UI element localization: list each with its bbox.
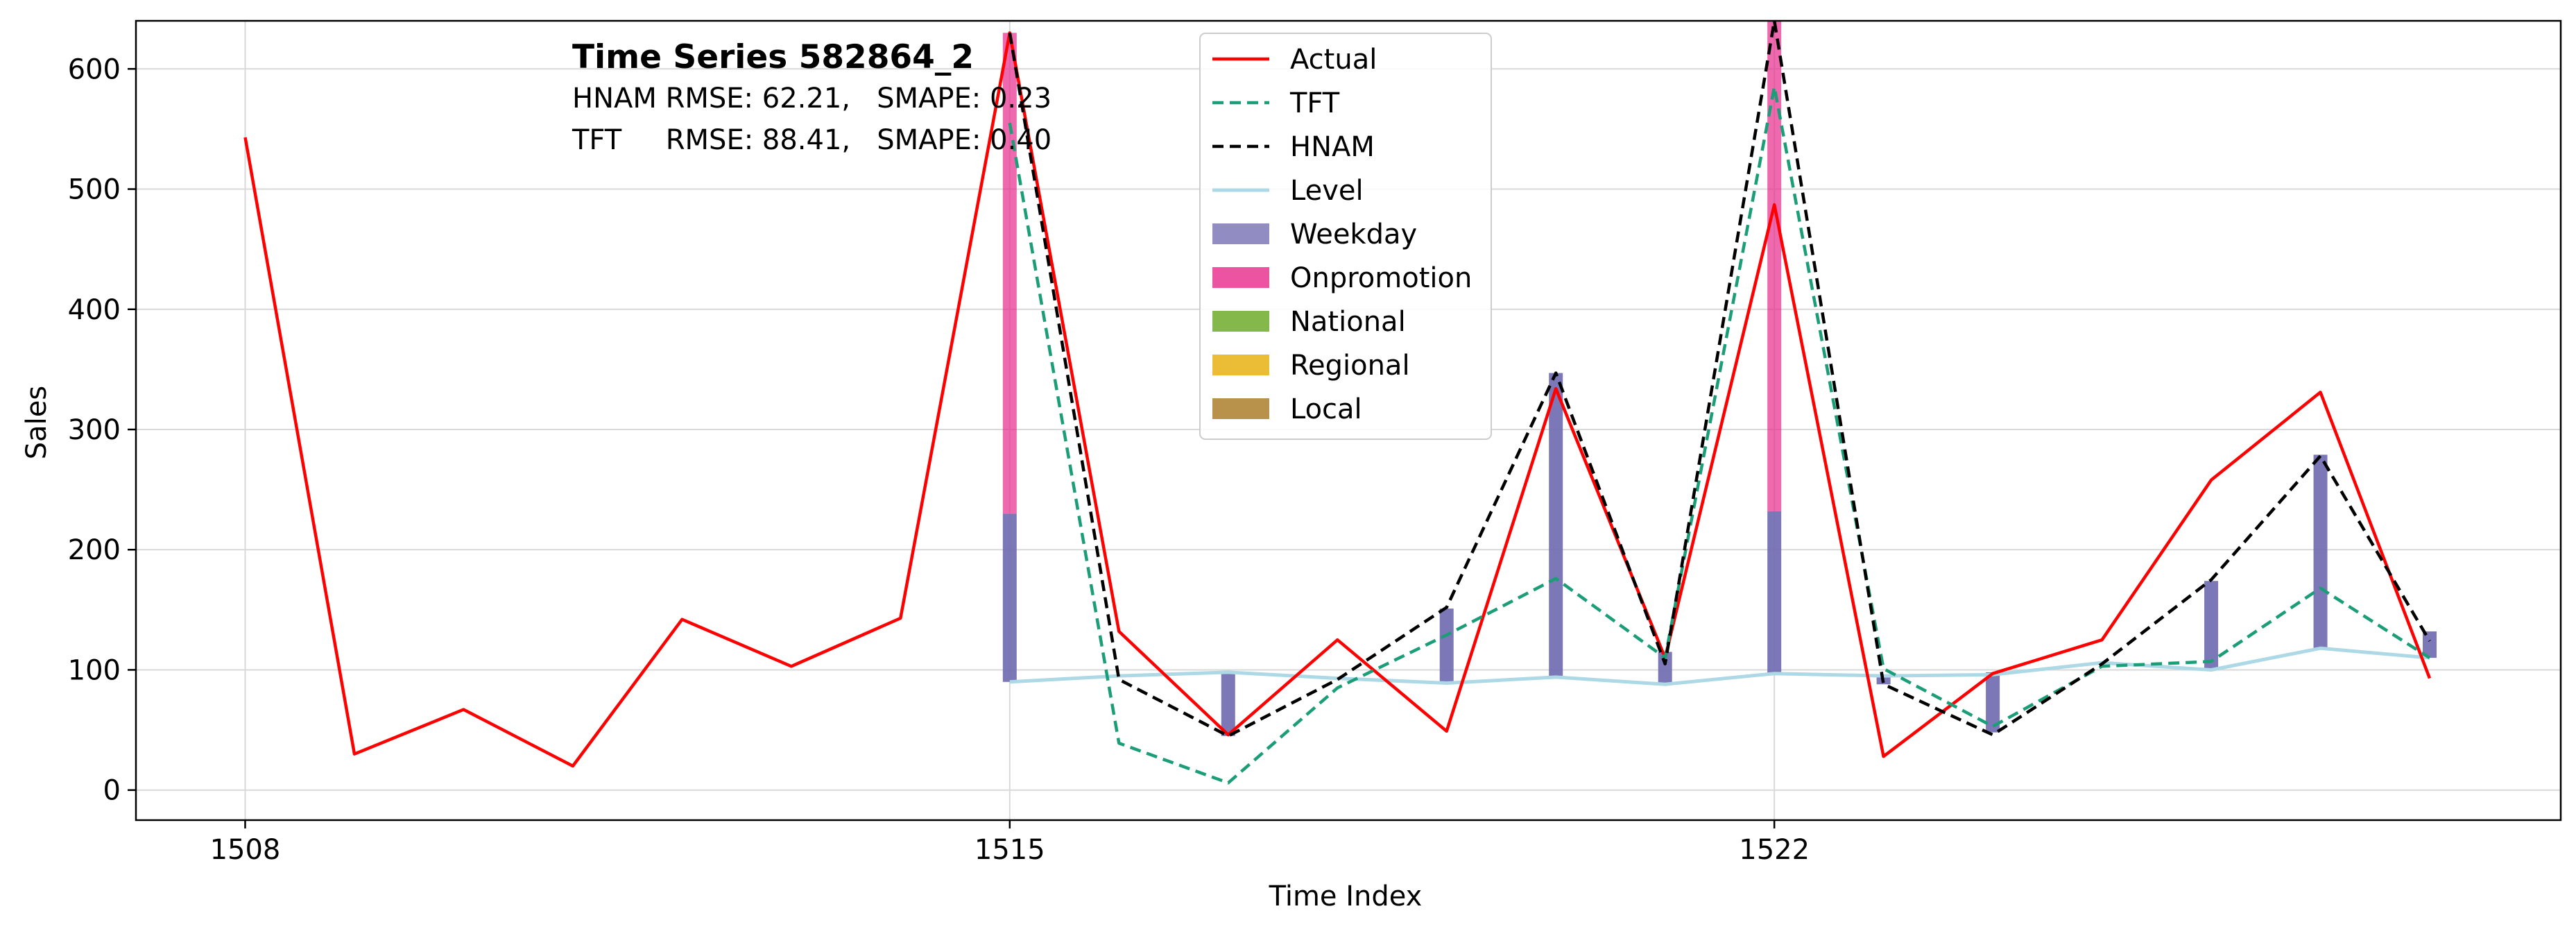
hnam-line bbox=[1008, 19, 2431, 738]
y-tick-label: 500 bbox=[68, 174, 121, 206]
legend-label-tft: TFT bbox=[1289, 87, 1340, 119]
legend-label-hnam: HNAM bbox=[1290, 131, 1375, 163]
legend-swatch-onpromotion bbox=[1212, 267, 1269, 288]
x-axis-label: Time Index bbox=[1269, 880, 1423, 912]
y-tick-label: 200 bbox=[68, 534, 121, 566]
onpromotion-bar bbox=[1002, 33, 1017, 514]
legend-label-level: Level bbox=[1290, 175, 1364, 207]
legend-box bbox=[1199, 33, 1492, 440]
legend-swatch-local bbox=[1212, 398, 1269, 419]
line-layer bbox=[243, 19, 2432, 785]
weekday-bar bbox=[1986, 672, 2000, 733]
onpromotion-bar bbox=[1767, 21, 1782, 511]
weekday-bar bbox=[1221, 673, 1235, 736]
weekday-bar bbox=[2313, 454, 2328, 649]
legend-label-national: National bbox=[1290, 306, 1406, 338]
legend-label-weekday: Weekday bbox=[1290, 219, 1417, 250]
chart-title: Time Series 582864_2 bbox=[572, 38, 974, 76]
tft-line bbox=[1008, 85, 2431, 785]
legend-label-actual: Actual bbox=[1290, 44, 1377, 76]
legend-swatch-regional bbox=[1212, 355, 1269, 375]
actual-line bbox=[243, 31, 2432, 768]
y-tick-label: 0 bbox=[103, 775, 121, 807]
level-line bbox=[1009, 646, 2430, 686]
legend: Actual TFT HNAM Level Weekday Onpromotion Nati… bbox=[1199, 33, 1492, 440]
y-tick-label: 400 bbox=[68, 294, 121, 326]
tick-layer: 0 100 200 300 400 500 600 1508 1515 1522 bbox=[68, 53, 1810, 866]
legend-label-local: Local bbox=[1290, 393, 1362, 425]
y-tick-label: 300 bbox=[68, 414, 121, 446]
plot-frame bbox=[135, 19, 2562, 822]
legend-swatch-national bbox=[1212, 311, 1269, 332]
y-tick-label: 100 bbox=[68, 654, 121, 686]
weekday-bar bbox=[1002, 513, 1017, 682]
legend-label-onpromotion: Onpromotion bbox=[1290, 262, 1472, 294]
tft-metrics-text: TFT RMSE: 88.41, SMAPE: 0.40 bbox=[572, 124, 1051, 156]
y-axis-label: Sales bbox=[21, 386, 53, 459]
bar-layer bbox=[1002, 21, 2437, 736]
legend-swatch-weekday bbox=[1212, 223, 1269, 244]
legend-label-regional: Regional bbox=[1290, 350, 1410, 382]
hnam-metrics-text: HNAM RMSE: 62.21, SMAPE: 0.23 bbox=[572, 83, 1051, 114]
y-tick-label: 600 bbox=[68, 53, 121, 85]
x-tick-label: 1508 bbox=[210, 834, 281, 866]
x-tick-label: 1515 bbox=[974, 834, 1045, 866]
weekday-bar bbox=[2423, 631, 2437, 658]
weekday-bar bbox=[1439, 609, 1454, 685]
weekday-bar bbox=[1767, 511, 1782, 674]
x-tick-label: 1522 bbox=[1739, 834, 1810, 866]
weekday-bar bbox=[1658, 652, 1672, 685]
weekday-bar bbox=[1549, 373, 1563, 677]
weekday-bar bbox=[2204, 581, 2219, 670]
